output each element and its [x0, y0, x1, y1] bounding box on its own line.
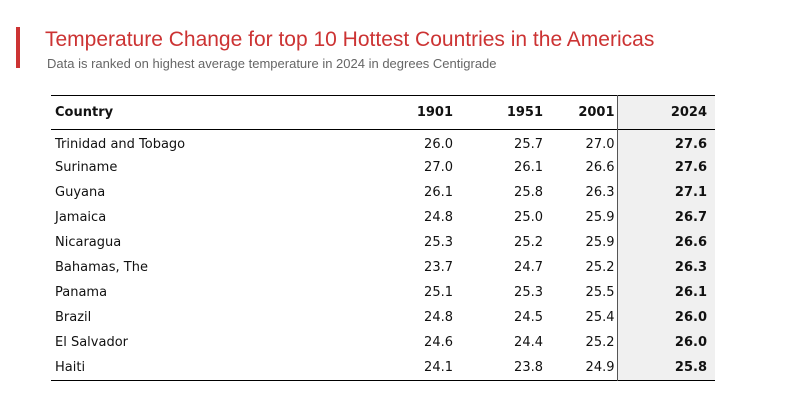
value-cell-1901: 23.7 [424, 260, 453, 275]
table-row: Guyana 26.1 25.8 26.3 27.1 [51, 180, 715, 205]
value-cell-1951: 25.0 [514, 210, 543, 225]
value-cell-1901: 24.6 [424, 335, 453, 350]
temperature-table: Country 1901 1951 2001 2024 Trinidad and Tob… [51, 95, 715, 381]
value-cell-1901: 26.0 [424, 137, 453, 152]
value-cell-1951: 24.4 [514, 335, 543, 350]
table-row: Haiti 24.1 23.8 24.9 25.8 [51, 355, 715, 381]
table-body: Trinidad and Tobago 26.0 25.7 27.0 27.6 Surin… [51, 129, 715, 381]
table-header-row: Country 1901 1951 2001 2024 [51, 95, 715, 130]
value-cell-2024: 27.6 [617, 155, 715, 180]
value-cell-2001: 25.9 [547, 205, 618, 230]
country-cell: Guyana [55, 185, 106, 200]
value-cell-1951: 25.8 [514, 185, 543, 200]
value-cell-1901: 24.1 [424, 360, 453, 375]
country-cell: Haiti [55, 360, 86, 375]
value-cell-2024: 26.0 [617, 330, 715, 355]
value-cell-2024: 26.0 [617, 305, 715, 330]
value-cell-1901: 25.3 [424, 235, 453, 250]
country-cell: Nicaragua [55, 235, 122, 250]
chart-subtitle: Data is ranked on highest average temper… [47, 56, 497, 71]
table-row: Brazil 24.8 24.5 25.4 26.0 [51, 305, 715, 330]
value-cell-2024: 26.1 [617, 280, 715, 305]
value-cell-2001: 25.4 [547, 305, 618, 330]
value-cell-2024: 26.7 [617, 205, 715, 230]
country-cell: Trinidad and Tobago [55, 137, 186, 152]
table-row: El Salvador 24.6 24.4 25.2 26.0 [51, 330, 715, 355]
column-header-1901: 1901 [416, 105, 453, 120]
column-header-2024: 2024 [617, 95, 715, 130]
value-cell-2001: 25.2 [547, 255, 618, 280]
country-cell: Bahamas, The [55, 260, 148, 275]
value-cell-2024: 26.6 [617, 230, 715, 255]
value-cell-2024: 26.3 [617, 255, 715, 280]
value-cell-1951: 25.3 [514, 285, 543, 300]
title-accent-bar [16, 27, 20, 68]
country-cell: Brazil [55, 310, 92, 325]
column-header-1951: 1951 [506, 105, 543, 120]
value-cell-1951: 25.2 [514, 235, 543, 250]
table-row: Panama 25.1 25.3 25.5 26.1 [51, 280, 715, 305]
table-row: Suriname 27.0 26.1 26.6 27.6 [51, 155, 715, 180]
value-cell-1951: 24.7 [514, 260, 543, 275]
value-cell-1901: 24.8 [424, 210, 453, 225]
table-row: Jamaica 24.8 25.0 25.9 26.7 [51, 205, 715, 230]
value-cell-2001: 25.9 [547, 230, 618, 255]
value-cell-2001: 27.0 [547, 129, 618, 155]
value-cell-1901: 26.1 [424, 185, 453, 200]
value-cell-2001: 26.6 [547, 155, 618, 180]
value-cell-1901: 27.0 [424, 160, 453, 175]
table-row: Trinidad and Tobago 26.0 25.7 27.0 27.6 [51, 129, 715, 155]
value-cell-2001: 24.9 [547, 355, 618, 381]
value-cell-2024: 27.6 [617, 129, 715, 155]
country-cell: Suriname [55, 160, 118, 175]
country-cell: Panama [55, 285, 108, 300]
value-cell-2001: 25.2 [547, 330, 618, 355]
value-cell-1901: 25.1 [424, 285, 453, 300]
value-cell-1951: 24.5 [514, 310, 543, 325]
value-cell-1951: 25.7 [514, 137, 543, 152]
value-cell-1951: 23.8 [514, 360, 543, 375]
value-cell-2024: 25.8 [617, 355, 715, 381]
table-row: Nicaragua 25.3 25.2 25.9 26.6 [51, 230, 715, 255]
chart-title: Temperature Change for top 10 Hottest Co… [45, 28, 655, 51]
column-header-2001: 2001 [547, 95, 618, 130]
table-row: Bahamas, The 23.7 24.7 25.2 26.3 [51, 255, 715, 280]
column-header-country: Country [55, 105, 114, 120]
country-cell: El Salvador [55, 335, 128, 350]
value-cell-2024: 27.1 [617, 180, 715, 205]
value-cell-1901: 24.8 [424, 310, 453, 325]
value-cell-2001: 26.3 [547, 180, 618, 205]
value-cell-2001: 25.5 [547, 280, 618, 305]
value-cell-1951: 26.1 [514, 160, 543, 175]
country-cell: Jamaica [55, 210, 107, 225]
